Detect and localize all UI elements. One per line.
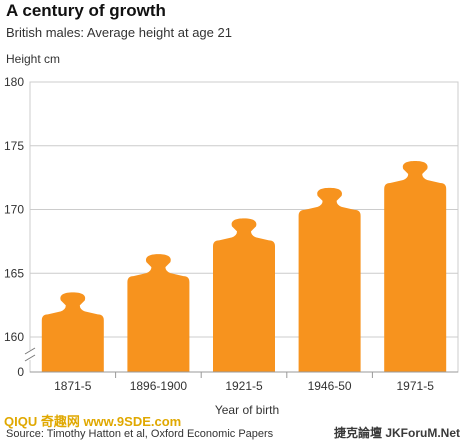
source-note: Source: Timothy Hatton et al, Oxford Eco… bbox=[6, 428, 274, 440]
watermark-right: 捷克論壇 JKForuM.Net bbox=[333, 426, 460, 440]
bar-1921-5 bbox=[213, 218, 275, 372]
axis-break-mark bbox=[24, 347, 36, 355]
bar-1871-5 bbox=[41, 292, 104, 372]
x-tick-label-1921-5: 1921-5 bbox=[225, 379, 263, 393]
y-axis-label: Height cm bbox=[6, 52, 61, 66]
chart-subtitle: British males: Average height at age 21 bbox=[6, 25, 232, 40]
x-axis-label: Year of birth bbox=[214, 403, 280, 417]
x-tick-label-1871-5: 1871-5 bbox=[54, 379, 92, 393]
y-tick-label-0: 0 bbox=[17, 365, 24, 379]
axis-break-mark bbox=[24, 354, 36, 362]
chart-title: A century of growth bbox=[6, 1, 166, 20]
x-tick-label-1946-50: 1946-50 bbox=[308, 379, 352, 393]
watermark-left: QIQU 奇趣网 www.9SDE.com bbox=[4, 414, 182, 429]
y-tick-label-180: 180 bbox=[4, 75, 24, 89]
x-tick-label-1896-1900: 1896-1900 bbox=[130, 379, 188, 393]
x-tick-label-1971-5: 1971-5 bbox=[397, 379, 435, 393]
axis-break-gap bbox=[24, 350, 36, 360]
bar-1896-1900 bbox=[127, 254, 190, 372]
y-tick-label-175: 175 bbox=[4, 139, 24, 153]
y-tick-label-170: 170 bbox=[4, 203, 24, 217]
y-tick-label-165: 165 bbox=[4, 266, 24, 280]
bar-1946-50 bbox=[298, 187, 361, 372]
y-tick-label-160: 160 bbox=[4, 330, 24, 344]
bar-1971-5 bbox=[384, 161, 447, 372]
